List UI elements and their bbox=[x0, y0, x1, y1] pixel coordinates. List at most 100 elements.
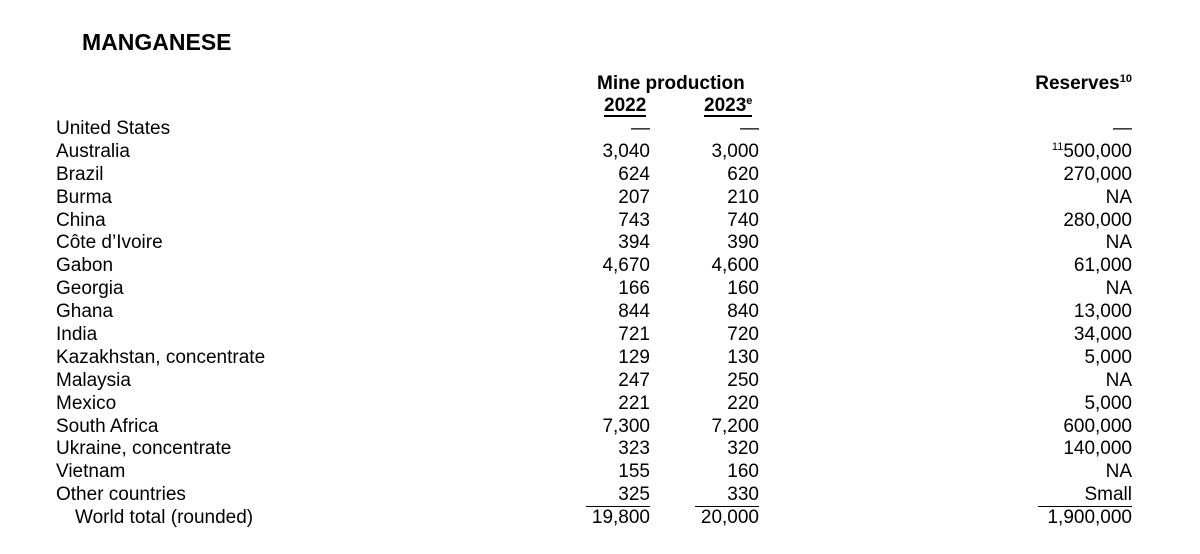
table-row: Kazakhstan, concentrate 129 130 5,000 bbox=[0, 347, 1200, 370]
table-row: Georgia 166 160 NA bbox=[0, 278, 1200, 301]
production-2022: 844 bbox=[618, 301, 650, 323]
reserves-value: 13,000 bbox=[1074, 301, 1132, 324]
country-name: Other countries bbox=[56, 484, 186, 506]
production-2022: 4,670 bbox=[602, 255, 650, 277]
country-name: Australia bbox=[56, 140, 130, 162]
reserves-number: 500,000 bbox=[1063, 140, 1132, 162]
page-title: MANGANESE bbox=[82, 29, 232, 55]
table-row: United States — — — bbox=[0, 118, 1200, 141]
production-2023: 130 bbox=[727, 346, 759, 368]
table-row: India 721 720 34,000 bbox=[0, 324, 1200, 347]
production-2023: 160 bbox=[727, 278, 759, 300]
year-2023-label: 2023 bbox=[704, 95, 747, 116]
table-row: China 743 740 280,000 bbox=[0, 210, 1200, 233]
rule-2022 bbox=[586, 506, 650, 508]
production-2022: 7,300 bbox=[602, 415, 650, 437]
country-name: Georgia bbox=[56, 278, 124, 300]
estimate-superscript: e bbox=[746, 95, 753, 107]
country-name: Brazil bbox=[56, 163, 104, 185]
production-2022: 323 bbox=[618, 438, 650, 460]
reserves-number: NA bbox=[1105, 369, 1132, 391]
reserves-value: 600,000 bbox=[1063, 416, 1132, 439]
reserves-value: — bbox=[1113, 118, 1132, 141]
reserves-value: NA bbox=[1106, 461, 1132, 484]
total-2023: 20,000 bbox=[700, 507, 759, 529]
production-2023: 720 bbox=[727, 324, 759, 346]
production-2022: 155 bbox=[618, 461, 650, 483]
reserves-number: — bbox=[1113, 118, 1132, 139]
reserves-value: 270,000 bbox=[1063, 164, 1132, 187]
table-row: Brazil 624 620 270,000 bbox=[0, 164, 1200, 187]
production-2023: 3,000 bbox=[711, 140, 759, 162]
total-label: World total (rounded) bbox=[75, 507, 254, 529]
table-row: South Africa 7,300 7,200 600,000 bbox=[0, 416, 1200, 439]
reserves-number: 280,000 bbox=[1063, 209, 1132, 231]
reserves-label: Reserves bbox=[1035, 73, 1120, 94]
reserves-number: 34,000 bbox=[1073, 324, 1132, 346]
reserves-number: NA bbox=[1105, 232, 1132, 254]
production-2022: 166 bbox=[618, 278, 650, 300]
table-row: Gabon 4,670 4,600 61,000 bbox=[0, 255, 1200, 278]
year-2022-header: 2022 bbox=[604, 95, 647, 117]
production-2023: 390 bbox=[727, 232, 759, 254]
reserves-footnote-mark: 11 bbox=[1051, 140, 1064, 153]
production-2022: 721 bbox=[618, 324, 650, 346]
reserves-number: 270,000 bbox=[1063, 163, 1132, 185]
table-row: Côte d’Ivoire 394 390 NA bbox=[0, 232, 1200, 255]
production-table: United States — — — Australia 3,040 3,000 11500… bbox=[0, 118, 1200, 530]
reserves-value: NA bbox=[1106, 232, 1132, 255]
reserves-value: Small bbox=[1084, 484, 1132, 507]
country-name: South Africa bbox=[56, 415, 159, 437]
country-name: Malaysia bbox=[56, 369, 131, 391]
production-2022: 325 bbox=[618, 484, 650, 506]
reserves-value: 5,000 bbox=[1084, 347, 1132, 370]
reserves-value: 11500,000 bbox=[1052, 141, 1132, 164]
reserves-value: 61,000 bbox=[1074, 255, 1132, 278]
table-row: Ghana 844 840 13,000 bbox=[0, 301, 1200, 324]
reserves-value: 280,000 bbox=[1063, 210, 1132, 233]
production-2023: 330 bbox=[727, 484, 759, 506]
production-2022: 3,040 bbox=[602, 140, 650, 162]
production-2023: 7,200 bbox=[711, 415, 759, 437]
reserves-header: Reserves10 bbox=[1035, 73, 1132, 95]
production-2023: 740 bbox=[727, 209, 759, 231]
year-2023-header: 2023e bbox=[704, 95, 753, 117]
reserves-value: NA bbox=[1106, 370, 1132, 393]
reserves-number: 5,000 bbox=[1084, 346, 1132, 368]
country-name: Ukraine, concentrate bbox=[56, 438, 232, 460]
reserves-number: 61,000 bbox=[1073, 255, 1132, 277]
reserves-number: NA bbox=[1105, 461, 1132, 483]
country-name: United States bbox=[56, 118, 171, 139]
reserves-number: 600,000 bbox=[1063, 415, 1132, 437]
reserves-number: 13,000 bbox=[1073, 301, 1132, 323]
production-2022: 129 bbox=[618, 346, 650, 368]
reserves-value: 140,000 bbox=[1063, 438, 1132, 461]
country-name: India bbox=[56, 324, 98, 346]
table-row: Burma 207 210 NA bbox=[0, 187, 1200, 210]
reserves-number: NA bbox=[1105, 278, 1132, 300]
production-2022: 247 bbox=[618, 369, 650, 391]
production-2022: 221 bbox=[618, 392, 650, 414]
production-2023: 160 bbox=[727, 461, 759, 483]
production-2022: 394 bbox=[618, 232, 650, 254]
production-2023: 620 bbox=[727, 163, 759, 185]
country-name: Ghana bbox=[56, 301, 114, 323]
total-reserves: 1,900,000 bbox=[1047, 507, 1132, 529]
country-name: Gabon bbox=[56, 255, 114, 277]
table-row: Mexico 221 220 5,000 bbox=[0, 393, 1200, 416]
reserves-number: Small bbox=[1084, 484, 1132, 506]
country-name: Kazakhstan, concentrate bbox=[56, 346, 266, 368]
country-name: Vietnam bbox=[56, 461, 126, 483]
table-row: Other countries 325 330 Small bbox=[0, 484, 1200, 507]
reserves-number: NA bbox=[1105, 186, 1132, 208]
reserves-value: NA bbox=[1106, 187, 1132, 210]
production-2022: 207 bbox=[618, 186, 650, 208]
production-2022: 743 bbox=[618, 209, 650, 231]
rule-2023 bbox=[695, 506, 759, 508]
total-row: World total (rounded) 19,800 20,000 1,900,0… bbox=[0, 507, 1200, 530]
reserves-value: NA bbox=[1106, 278, 1132, 301]
table-row: Ukraine, concentrate 323 320 140,000 bbox=[0, 438, 1200, 461]
table-row: Vietnam 155 160 NA bbox=[0, 461, 1200, 484]
country-name: Burma bbox=[56, 186, 112, 208]
country-name: Côte d’Ivoire bbox=[56, 232, 163, 254]
